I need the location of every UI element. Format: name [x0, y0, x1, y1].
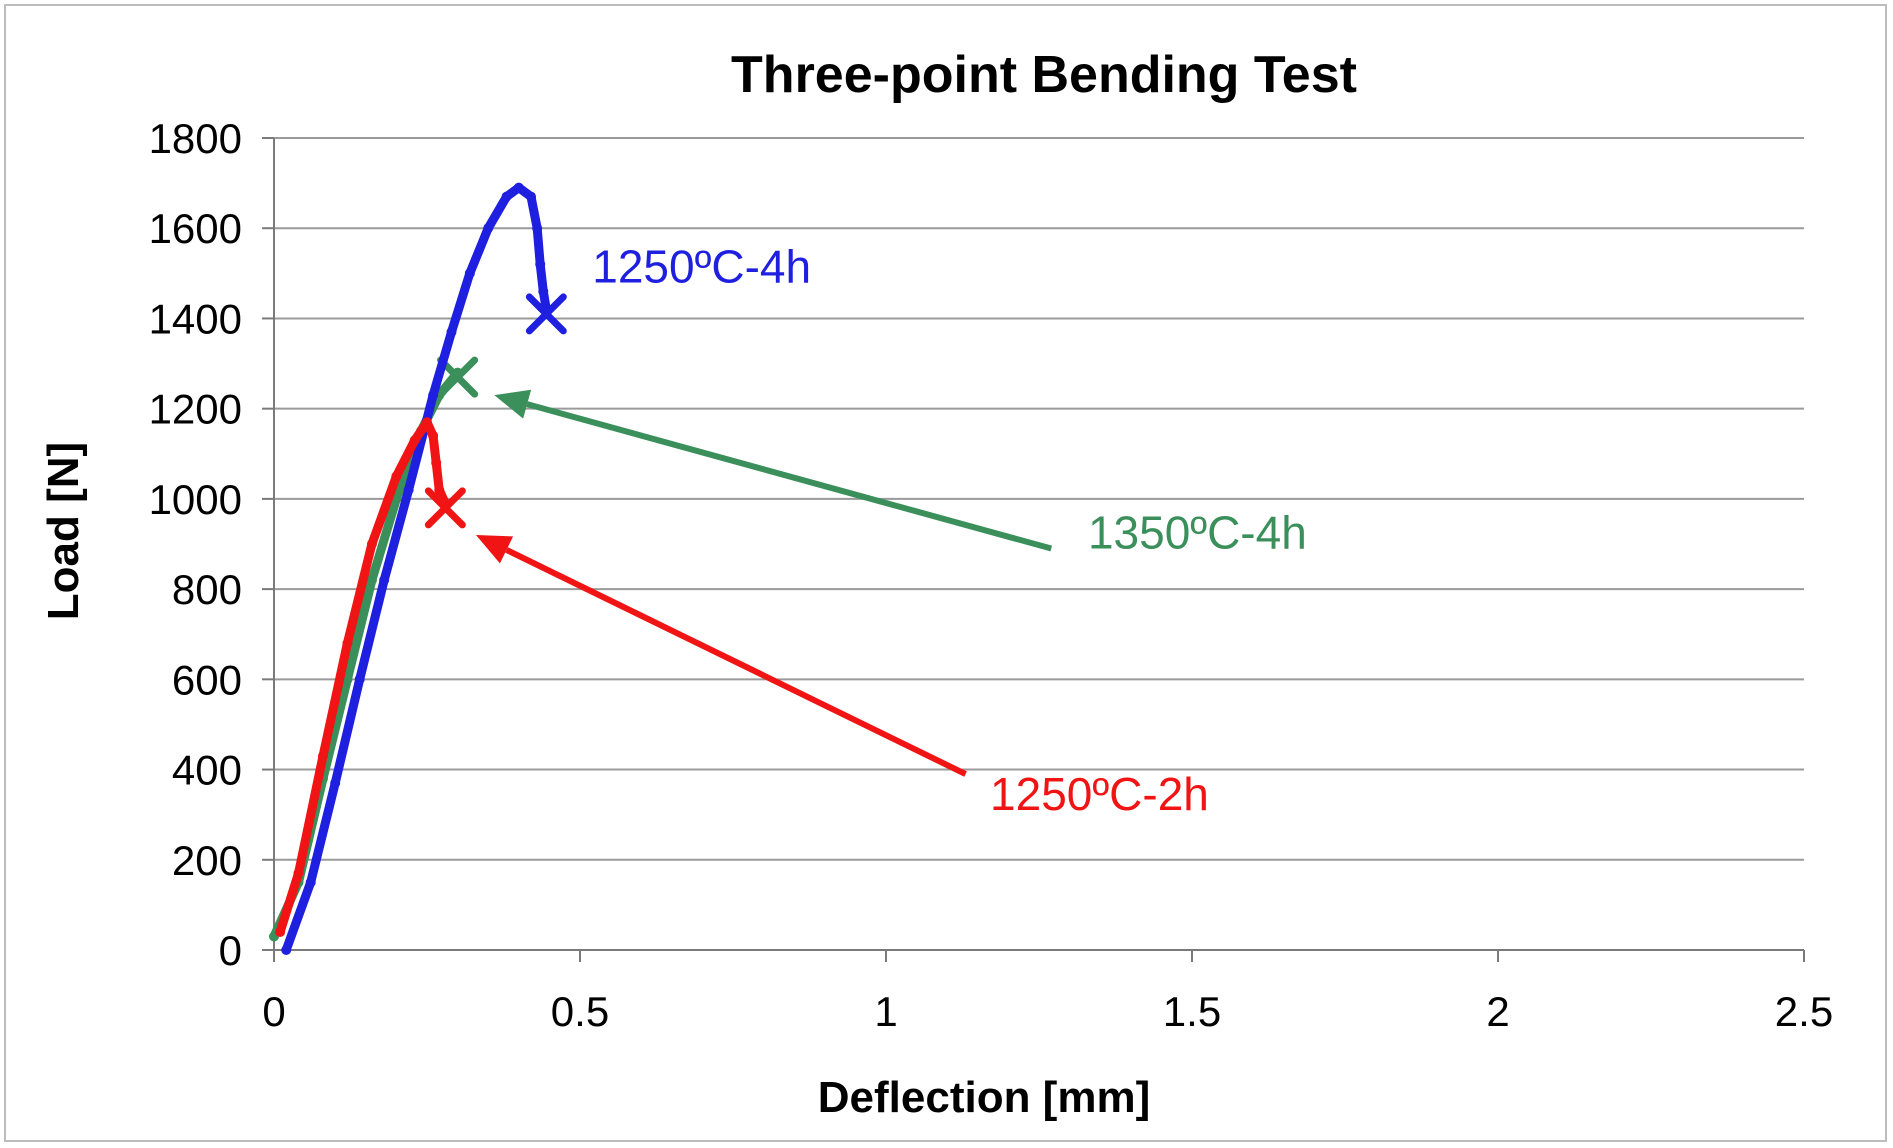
series-2-point-7: [446, 326, 457, 337]
annotation-label-1: 1250ºC-4h: [592, 240, 811, 292]
y-tick-label-1400: 1400: [149, 295, 242, 342]
series-3-point-10: [434, 484, 445, 495]
series-2-point-11: [513, 182, 524, 193]
series-3-point-5: [391, 471, 402, 482]
y-tick-label-0: 0: [219, 927, 242, 974]
series-3-point-9: [431, 457, 442, 468]
y-tick-label-400: 400: [172, 747, 242, 794]
series-3: [275, 417, 466, 937]
series-3-break-marker-b: [424, 487, 466, 529]
annotation-label-3: 1250ºC-2h: [990, 768, 1209, 820]
y-tick-label-200: 200: [172, 837, 242, 884]
series-2-point-2: [330, 778, 341, 789]
series-group: [269, 182, 567, 955]
y-tick-labels: 0 200 400 600 800 1000 1200 1400 1600 1800: [149, 115, 242, 974]
series-3-point-1: [293, 868, 304, 879]
x-tick-label-4: 2: [1486, 988, 1509, 1035]
y-tick-label-600: 600: [172, 656, 242, 703]
series-1-point-4: [366, 575, 377, 586]
y-tick-label-1600: 1600: [149, 205, 242, 252]
x-tick-label-1: 0.5: [551, 988, 609, 1035]
annotation-arrowhead-3: [475, 534, 514, 564]
series-3-point-2: [317, 751, 328, 762]
x-tick-labels: 0 0.5 1 1.5 2 2.5: [262, 988, 1833, 1035]
annotation-arrowhead-2: [494, 389, 532, 419]
x-tick-label-3: 1.5: [1163, 988, 1221, 1035]
series-3-point-3: [342, 638, 353, 649]
gridlines: [274, 137, 1804, 861]
y-tick-label-800: 800: [172, 566, 242, 613]
y-tick-label-1800: 1800: [149, 115, 242, 162]
series-1-point-3: [342, 674, 353, 685]
chart-title: Three-point Bending Test: [731, 46, 1357, 104]
series-1-break-marker-b: [437, 356, 479, 398]
series-2-point-12: [526, 191, 537, 202]
series-2-point-6: [428, 390, 439, 401]
x-axis-title: Deflection [mm]: [818, 1073, 1150, 1122]
series-3-point-4: [366, 539, 377, 549]
x-tick-label-0: 0: [262, 988, 285, 1035]
series-2-point-14: [535, 259, 546, 270]
x-tick-label-2: 1: [874, 988, 897, 1035]
series-3-point-6: [409, 435, 420, 446]
y-tick-label-1200: 1200: [149, 386, 242, 433]
annotations: 1250ºC-4h 1350ºC-4h 1250ºC-2h: [475, 240, 1307, 820]
series-2-point-9: [483, 223, 494, 234]
chart-frame: Three-point Bending Test 0 200 400 600 800 10…: [4, 4, 1887, 1142]
annotation-arrow-3: [505, 547, 967, 777]
series-2-point-13: [532, 223, 543, 234]
series-2-point-8: [464, 268, 475, 279]
y-axis-title: Load [N]: [39, 442, 88, 620]
axes: [262, 137, 1805, 962]
series-2-point-4: [379, 575, 390, 586]
series-2-line: [281, 183, 551, 955]
series-2-break-marker-b: [525, 293, 567, 335]
series-2-point-1: [305, 877, 316, 888]
series-2-point-5: [403, 484, 414, 495]
annotation-arrow-2: [526, 401, 1053, 552]
series-2-point-15: [538, 286, 549, 297]
series-3-point-0: [275, 926, 286, 937]
annotation-label-2: 1350ºC-4h: [1088, 507, 1307, 559]
series-3-point-7: [422, 417, 432, 428]
series-2: [281, 182, 567, 955]
y-tick-label-1000: 1000: [149, 476, 242, 523]
series-2-point-3: [354, 674, 365, 685]
x-tick-label-5: 2.5: [1775, 988, 1833, 1035]
series-3-point-8: [428, 430, 439, 441]
bending-test-chart: Three-point Bending Test 020040060080010…: [39, 46, 1833, 1122]
series-2-point-0: [281, 945, 292, 955]
series-2-point-10: [501, 191, 512, 202]
